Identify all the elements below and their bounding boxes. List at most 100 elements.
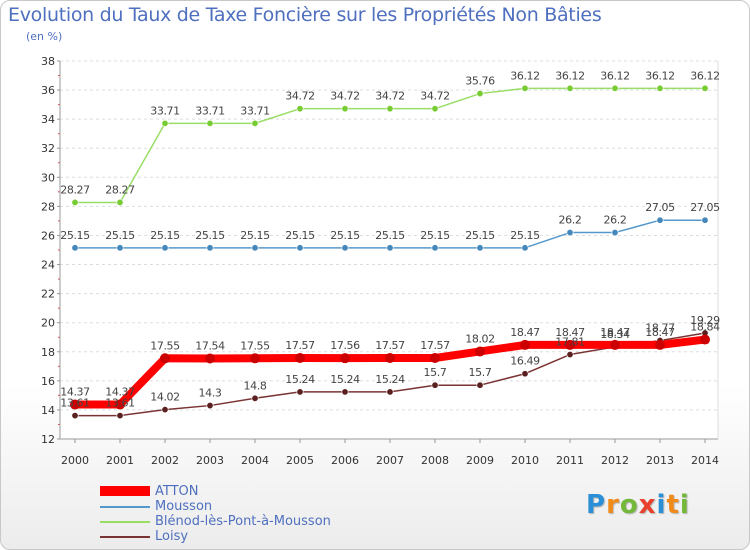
- data-label-mousson: 25.15: [420, 229, 450, 242]
- data-point-atton: [70, 399, 80, 410]
- data-point-bl-nod-l-s-pont-mousson: [611, 84, 619, 92]
- data-label-mousson: 25.15: [465, 229, 495, 242]
- data-point-loisy: [341, 388, 349, 396]
- data-point-atton: [205, 353, 215, 364]
- x-tick-label: 2002: [151, 454, 179, 467]
- y-tick-label: 22: [41, 288, 55, 301]
- data-label-loisy: 13.61: [105, 397, 135, 410]
- data-point-atton: [340, 353, 350, 364]
- data-point-atton: [610, 339, 620, 350]
- data-label-bl-nod-l-s-pont-mousson: 36.12: [690, 69, 720, 82]
- data-label-bl-nod-l-s-pont-mousson: 28.27: [105, 183, 135, 196]
- data-point-atton: [250, 353, 260, 364]
- legend-swatch-mousson: [100, 506, 150, 508]
- data-point-bl-nod-l-s-pont-mousson: [206, 119, 214, 127]
- data-label-mousson: 26.2: [559, 214, 582, 227]
- y-tick-label: 24: [41, 259, 55, 272]
- data-point-atton: [520, 339, 530, 350]
- x-tick-label: 2008: [421, 454, 449, 467]
- data-point-mousson: [341, 244, 349, 252]
- logo-letter: o: [619, 490, 639, 520]
- data-label-atton: 18.84: [690, 321, 720, 334]
- x-tick-label: 2011: [556, 454, 584, 467]
- data-point-mousson: [476, 244, 484, 252]
- data-point-mousson: [251, 244, 259, 252]
- x-tick-label: 2000: [61, 454, 89, 467]
- data-point-loisy: [206, 402, 214, 410]
- data-point-mousson: [71, 244, 79, 252]
- data-label-loisy: 18.77: [645, 322, 675, 335]
- data-label-atton: 17.54: [195, 339, 225, 352]
- data-point-mousson: [116, 244, 124, 252]
- data-point-bl-nod-l-s-pont-mousson: [161, 119, 169, 127]
- data-point-mousson: [386, 244, 394, 252]
- data-label-loisy: 14.3: [199, 387, 222, 400]
- data-point-loisy: [116, 412, 124, 420]
- data-point-atton: [295, 353, 305, 364]
- data-label-atton: 17.57: [375, 339, 405, 352]
- data-label-atton: 17.56: [330, 339, 360, 352]
- y-tick-label: 38: [41, 55, 55, 68]
- x-tick-label: 2014: [691, 454, 719, 467]
- data-point-atton: [565, 339, 575, 350]
- data-point-mousson: [566, 229, 574, 237]
- data-label-mousson: 25.15: [105, 229, 135, 242]
- data-point-bl-nod-l-s-pont-mousson: [566, 84, 574, 92]
- data-point-bl-nod-l-s-pont-mousson: [656, 84, 664, 92]
- data-point-mousson: [521, 244, 529, 252]
- x-tick-label: 2001: [106, 454, 134, 467]
- data-label-bl-nod-l-s-pont-mousson: 36.12: [645, 69, 675, 82]
- data-label-bl-nod-l-s-pont-mousson: 34.72: [420, 90, 450, 103]
- logo-letter: i: [679, 490, 690, 520]
- data-label-bl-nod-l-s-pont-mousson: 36.12: [510, 69, 540, 82]
- x-tick-label: 2006: [331, 454, 359, 467]
- y-tick-label: 16: [41, 375, 55, 388]
- data-label-bl-nod-l-s-pont-mousson: 33.71: [240, 104, 270, 117]
- data-point-atton: [655, 339, 665, 350]
- data-label-bl-nod-l-s-pont-mousson: 34.72: [375, 90, 405, 103]
- y-tick-label: 20: [41, 317, 55, 330]
- data-label-mousson: 25.15: [195, 229, 225, 242]
- data-label-bl-nod-l-s-pont-mousson: 36.12: [555, 69, 585, 82]
- x-tick-label: 2003: [196, 454, 224, 467]
- data-label-bl-nod-l-s-pont-mousson: 28.27: [60, 183, 90, 196]
- data-point-bl-nod-l-s-pont-mousson: [386, 105, 394, 113]
- data-label-bl-nod-l-s-pont-mousson: 34.72: [330, 90, 360, 103]
- data-point-bl-nod-l-s-pont-mousson: [341, 105, 349, 113]
- data-label-bl-nod-l-s-pont-mousson: 35.76: [465, 75, 495, 88]
- data-point-loisy: [476, 381, 484, 389]
- data-label-mousson: 25.15: [330, 229, 360, 242]
- data-label-mousson: 25.15: [60, 229, 90, 242]
- logo-letter: P: [586, 490, 607, 520]
- data-label-atton: 17.55: [150, 339, 180, 352]
- data-point-mousson: [701, 216, 709, 224]
- data-label-loisy: 15.24: [330, 373, 360, 386]
- data-point-mousson: [656, 216, 664, 224]
- data-point-bl-nod-l-s-pont-mousson: [476, 90, 484, 98]
- logo-letter: x: [638, 490, 657, 520]
- data-label-loisy: 13.61: [60, 397, 90, 410]
- x-tick-label: 2004: [241, 454, 269, 467]
- chart-unit-label: (en %): [26, 30, 63, 43]
- series-atton: [70, 334, 710, 410]
- data-point-loisy: [521, 370, 529, 378]
- data-label-atton: 18.47: [645, 326, 675, 339]
- data-point-bl-nod-l-s-pont-mousson: [521, 84, 529, 92]
- data-point-loisy: [251, 394, 259, 402]
- data-label-loisy: 15.24: [285, 373, 315, 386]
- data-label-atton: 17.57: [420, 339, 450, 352]
- data-point-bl-nod-l-s-pont-mousson: [251, 119, 259, 127]
- data-label-atton: 14.37: [105, 386, 135, 399]
- data-label-atton: 18.47: [510, 326, 540, 339]
- data-label-atton: 18.47: [555, 326, 585, 339]
- x-tick-label: 2009: [466, 454, 494, 467]
- data-label-loisy: 14.02: [150, 391, 180, 404]
- data-label-loisy: 15.24: [375, 373, 405, 386]
- legend-label-mousson: Mousson: [155, 499, 213, 514]
- x-tick-label: 2005: [286, 454, 314, 467]
- data-point-mousson: [206, 244, 214, 252]
- data-label-loisy: 16.49: [510, 355, 540, 368]
- y-tick-label: 34: [41, 113, 55, 126]
- chart-title: Evolution du Taux de Taxe Foncière sur l…: [8, 4, 602, 26]
